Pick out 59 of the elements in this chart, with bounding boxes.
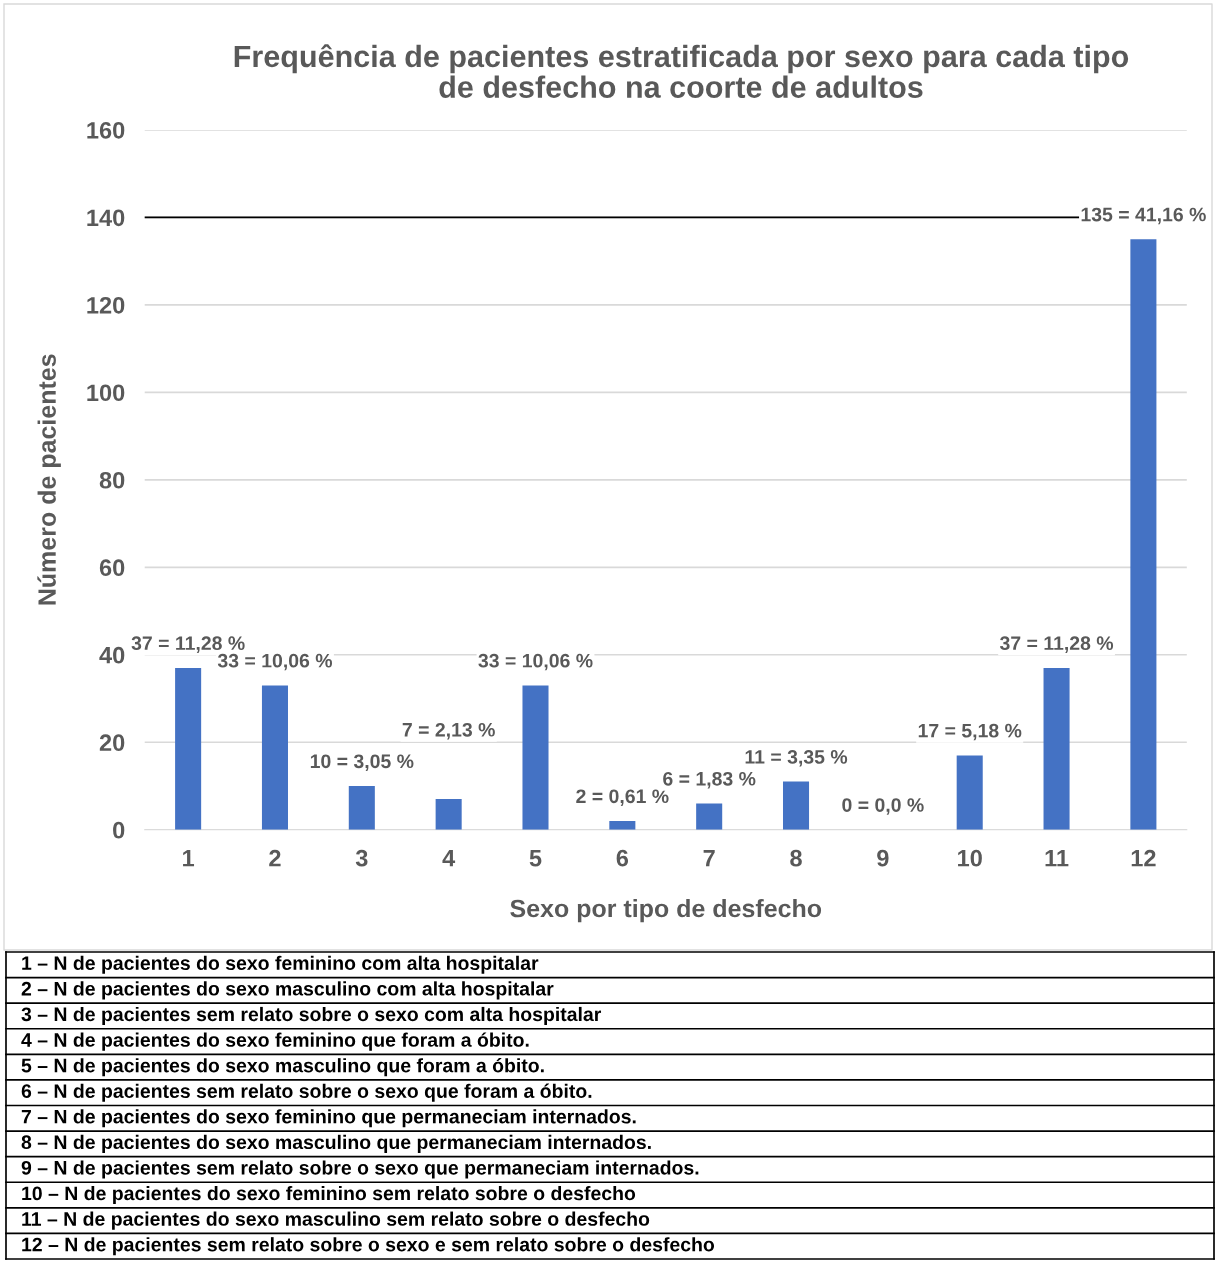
data-label: 6 = 1,83 % [663, 771, 756, 789]
text: 6 – N de pacientes sem relato sobre o sexo que foram a óbito. [21, 1083, 592, 1102]
x-tick-label: 3 [355, 849, 368, 867]
y-tick-label: 100 [87, 384, 125, 402]
text: 10 – N de pacientes do sexo feminino sem relato sobre o desfecho [22, 1185, 636, 1205]
x-tick-label: 4 [442, 850, 456, 867]
x-tick-label: 11 [1045, 850, 1069, 867]
x-tick-label: 5 [529, 850, 542, 867]
data-label: 33 = 10,06 % [217, 653, 333, 671]
y-axis-title: Número de pacientes [37, 354, 61, 605]
y-tick-label: 0 [113, 821, 125, 839]
x-tick-label: 12 [1131, 849, 1156, 867]
bar [435, 799, 462, 830]
text: 9 – N de pacientes sem relato sobre o sexo que permaneciam internados. [21, 1160, 699, 1179]
data-label: 7 = 2,13 % [402, 722, 495, 740]
text: 7 – N de pacientes do sexo feminino que permaneciam internados. [21, 1109, 636, 1128]
text: 12 – N de pacientes sem relato sobre o sexo e sem relato sobre o desfecho [22, 1237, 715, 1256]
x-tick-label: 2 [269, 849, 281, 867]
data-label: 33 = 10,06 % [478, 653, 593, 671]
text: 5 – N de pacientes do sexo masculino que foram a óbito. [21, 1057, 544, 1077]
text: 3 – N de pacientes sem relato sobre o sexo com alta hospitalar [21, 1006, 602, 1026]
data-label: 11 = 3,35 % [745, 750, 848, 767]
x-tick-label: 1 [183, 850, 195, 867]
y-tick-label: 60 [99, 559, 125, 577]
bar [1043, 667, 1070, 830]
y-tick-label: 40 [99, 646, 125, 664]
data-label: 0 = 0,0 % [842, 798, 924, 815]
bar [783, 781, 810, 830]
text: 8 – N de pacientes do sexo masculino que permaneciam internados. [21, 1134, 651, 1153]
bar [609, 820, 636, 830]
y-tick-label: 120 [87, 296, 125, 314]
x-tick-label: 7 [703, 850, 715, 867]
x-tick-label: 6 [616, 849, 629, 867]
text: 2 – N de pacientes do sexo masculino com alta hospitalar [21, 981, 554, 1000]
x-tick-label: 10 [958, 849, 982, 867]
bar [956, 755, 983, 830]
data-label: 2 = 0,61 % [576, 789, 669, 806]
bar [175, 667, 202, 830]
y-tick-label: 80 [99, 471, 125, 489]
text: 1 – N de pacientes do sexo feminino com alta hospitalar [22, 955, 539, 974]
text: 4 – N de pacientes do sexo feminino que foram a óbito. [21, 1032, 529, 1051]
data-label: 17 = 5,18 % [918, 723, 1022, 741]
y-tick-label: 140 [87, 209, 125, 227]
y-tick-label: 160 [87, 121, 125, 139]
bar [1130, 239, 1157, 830]
x-tick-label: 8 [790, 849, 802, 867]
y-tick-label: 20 [99, 734, 125, 752]
data-label: 135 = 41,16 % [1081, 207, 1206, 225]
x-axis-title: Sexo por tipo de desfecho [510, 898, 822, 923]
data-label: 37 = 11,28 % [999, 636, 1114, 653]
bar [348, 786, 375, 830]
chart-title: Frequência de pacientes estratificada por sexo para cada tipo de desfecho na coorte de adultos [234, 44, 1129, 98]
bar [522, 685, 549, 830]
x-tick-label: 9 [877, 849, 889, 867]
bar [696, 803, 723, 830]
bar [261, 685, 288, 830]
data-label: 10 = 3,05 % [310, 754, 414, 771]
text: 11 – N de pacientes do sexo masculino sem relato sobre o desfecho [22, 1211, 650, 1230]
data-label: 37 = 11,28 % [131, 636, 245, 653]
